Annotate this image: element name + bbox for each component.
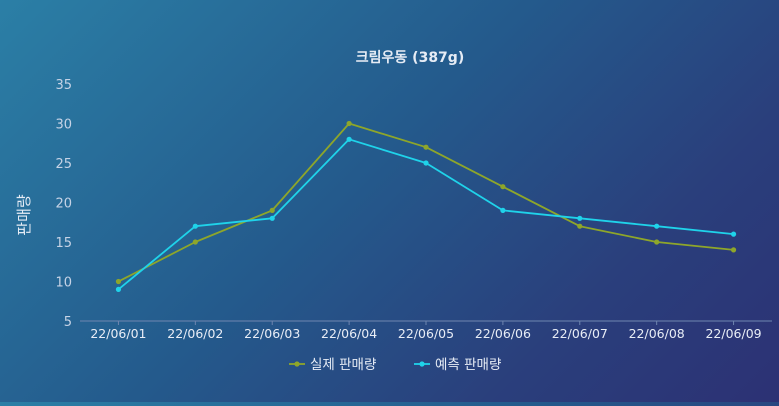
data-point — [577, 215, 583, 221]
data-point — [269, 215, 275, 221]
legend-label: 예측 판매량 — [435, 357, 501, 373]
series-layer — [115, 120, 737, 292]
legend: 실제 판매량 예측 판매량 — [289, 357, 501, 373]
x-tick-label: 22/06/09 — [705, 326, 761, 341]
series-1 — [115, 120, 737, 285]
data-point — [346, 120, 352, 127]
y-tick-label: 30 — [55, 118, 72, 133]
y-tick-label: 10 — [55, 276, 72, 291]
legend-marker — [294, 361, 300, 367]
data-point — [577, 223, 583, 229]
series-2 — [115, 136, 737, 292]
data-point — [500, 184, 506, 190]
y-axis-label: 판매량 — [15, 194, 33, 236]
y-tick-label: 5 — [64, 315, 72, 330]
y-tick-label: 25 — [55, 157, 72, 172]
y-tick-label: 20 — [55, 197, 72, 212]
data-point — [269, 207, 275, 213]
x-tick-label: 22/06/02 — [167, 326, 223, 341]
data-point — [423, 144, 429, 150]
data-point — [423, 160, 429, 166]
data-point — [654, 239, 660, 245]
data-point — [192, 239, 198, 245]
x-tick-label: 22/06/03 — [244, 326, 300, 341]
chart-title: 크림우동 (387g) — [356, 50, 464, 66]
legend-item: 실제 판매량 — [289, 357, 376, 373]
y-tick-label: 35 — [55, 78, 72, 93]
x-tick-label: 22/06/08 — [629, 326, 685, 341]
data-point — [730, 247, 737, 253]
data-point — [500, 207, 506, 213]
x-tick-label: 22/06/06 — [475, 326, 531, 341]
data-point — [115, 278, 122, 285]
x-tick-label: 22/06/01 — [90, 326, 146, 341]
legend-marker — [419, 361, 425, 367]
data-point — [115, 286, 122, 292]
data-point — [730, 231, 737, 237]
x-tick-label: 22/06/04 — [321, 326, 377, 341]
data-point — [654, 223, 660, 229]
data-point — [346, 136, 352, 142]
axes: 5 10 15 20 25 30 35 22/06/01 22/06/02 22/06/03 22/… — [55, 78, 772, 341]
data-point — [192, 223, 198, 229]
legend-label: 실제 판매량 — [310, 357, 376, 373]
y-tick-label: 15 — [55, 236, 72, 251]
x-tick-label: 22/06/07 — [552, 326, 608, 341]
x-tick-label: 22/06/05 — [398, 326, 454, 341]
legend-item: 예측 판매량 — [414, 357, 501, 373]
